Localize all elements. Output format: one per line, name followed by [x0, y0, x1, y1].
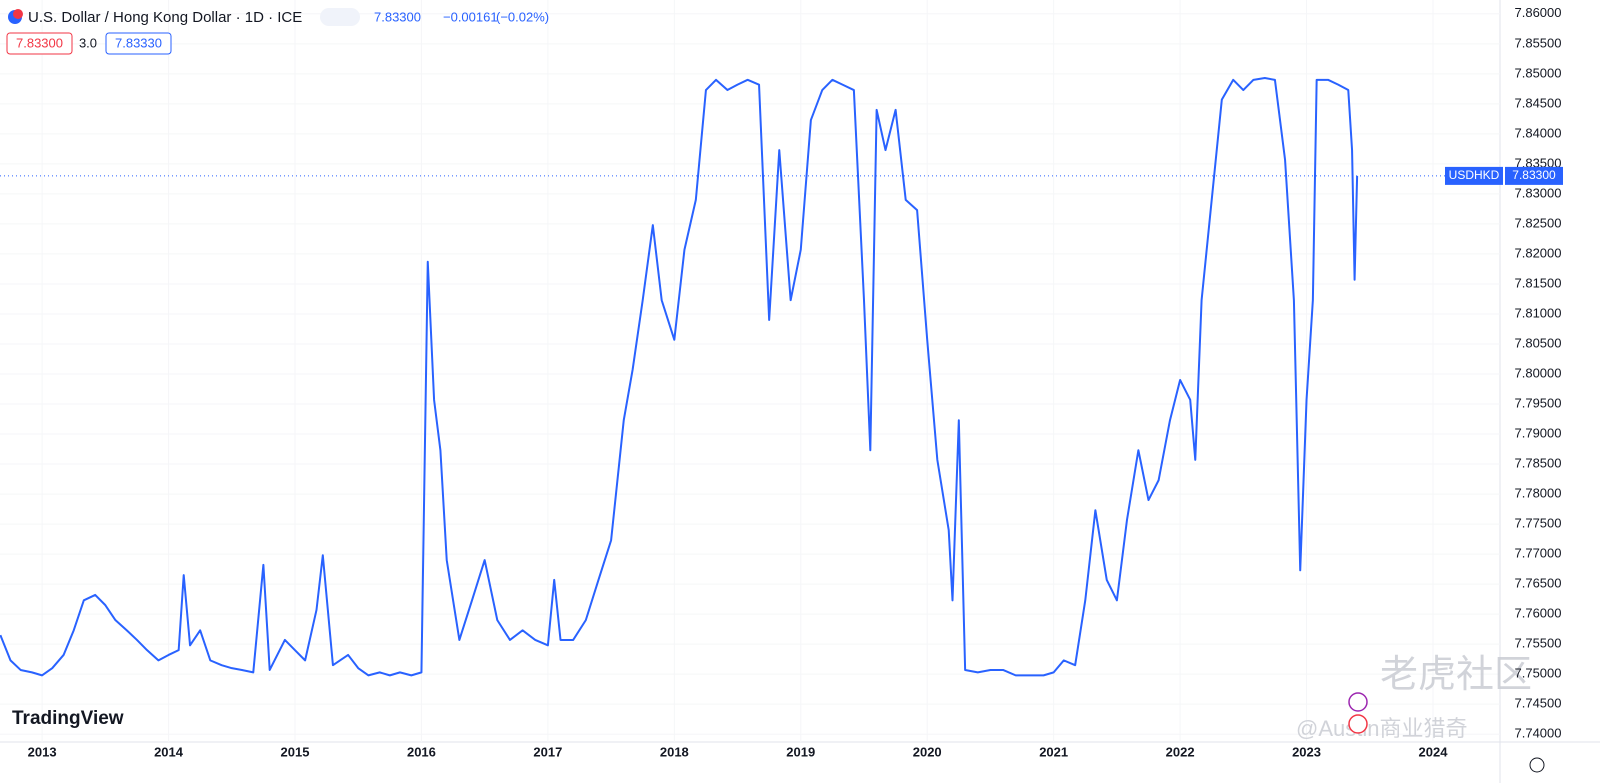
- y-tick-label: 7.80500: [1515, 335, 1562, 350]
- y-tick-label: 7.82500: [1515, 215, 1562, 230]
- sell-button[interactable]: [6, 32, 73, 55]
- x-tick-label: 2023: [1292, 744, 1321, 759]
- event-marker[interactable]: [1348, 692, 1368, 712]
- x-tick-label: 2020: [913, 744, 942, 759]
- x-tick-label: 2022: [1166, 744, 1195, 759]
- y-tick-label: 7.80000: [1515, 365, 1562, 380]
- symbol-tag: [1445, 166, 1503, 185]
- y-tick-label: 7.84500: [1515, 95, 1562, 110]
- price-tag: [1505, 166, 1563, 185]
- y-tick-label: 7.83000: [1515, 185, 1562, 200]
- x-tick-label: 2019: [786, 744, 815, 759]
- event-marker[interactable]: [1348, 714, 1368, 734]
- ask-price: 7.83330: [115, 35, 162, 50]
- credit-watermark: @Austin商业猎奇: [1296, 716, 1467, 741]
- x-tick-label: 2016: [407, 744, 436, 759]
- indicator-toggle[interactable]: [320, 8, 360, 26]
- x-tick-label: 2024: [1419, 744, 1449, 759]
- bid-price: 7.83300: [16, 35, 63, 50]
- watermark: 老虎社区: [1380, 654, 1532, 696]
- last-price: 7.83300: [374, 9, 421, 24]
- y-tick-label: 7.76000: [1515, 606, 1562, 621]
- x-tick-label: 2021: [1039, 744, 1068, 759]
- y-tick-label: 7.74000: [1515, 726, 1562, 741]
- flag-icon: [13, 9, 23, 19]
- price-line: [0, 77, 1359, 677]
- y-tick-label: 7.86000: [1515, 5, 1562, 20]
- y-tick-label: 7.82000: [1515, 245, 1562, 260]
- y-tick-label: 7.85500: [1515, 35, 1562, 50]
- y-tick-label: 7.79000: [1515, 425, 1562, 440]
- y-tick-label: 7.85000: [1515, 65, 1562, 80]
- x-tick-label: 2018: [660, 744, 689, 759]
- y-tick-label: 7.79500: [1515, 395, 1562, 410]
- y-tick-label: 7.75500: [1515, 636, 1562, 651]
- y-tick-label: 7.81000: [1515, 305, 1562, 320]
- y-tick-label: 7.77500: [1515, 516, 1562, 531]
- x-tick-label: 2017: [533, 744, 562, 759]
- symbol-tag-label: USDHKD: [1449, 168, 1500, 182]
- x-tick-label: 2014: [154, 744, 184, 759]
- symbol-title: U.S. Dollar / Hong Kong Dollar · 1D · IC…: [28, 9, 302, 26]
- y-tick-label: 7.74500: [1515, 696, 1562, 711]
- y-tick-label: 7.81500: [1515, 275, 1562, 290]
- y-tick-label: 7.75000: [1515, 666, 1562, 681]
- y-tick-label: 7.76500: [1515, 576, 1562, 591]
- brand-logo: TradingView: [12, 708, 124, 729]
- y-tick-label: 7.84000: [1515, 125, 1562, 140]
- y-tick-label: 7.78000: [1515, 486, 1562, 501]
- y-tick-label: 7.78500: [1515, 455, 1562, 470]
- price-tag-label: 7.83300: [1512, 168, 1556, 182]
- y-tick-label: 7.83500: [1515, 155, 1562, 170]
- plot-area: [0, 77, 1500, 677]
- x-tick-label: 2013: [28, 744, 57, 759]
- x-tick-label: 2015: [281, 744, 310, 759]
- price-change-percent: (−0.02%): [496, 9, 549, 24]
- price-change: −0.00161: [443, 9, 498, 24]
- y-tick-label: 7.77000: [1515, 546, 1562, 561]
- settings-button[interactable]: [1529, 757, 1545, 773]
- spread: 3.0: [79, 35, 97, 50]
- buy-button[interactable]: [105, 32, 172, 55]
